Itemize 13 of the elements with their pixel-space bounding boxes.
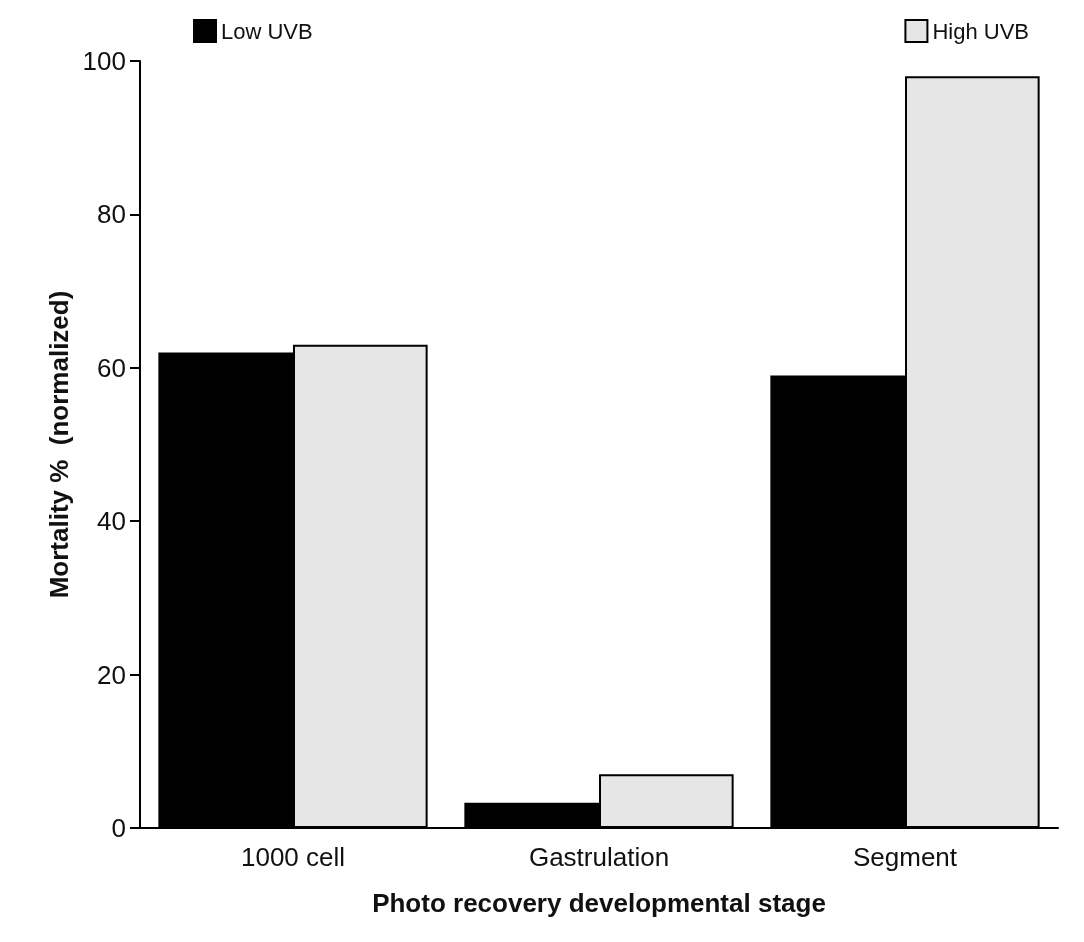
y-tick-label: 100: [82, 46, 126, 76]
y-tick-label: 80: [97, 199, 126, 230]
y-tick-label: 20: [97, 659, 126, 690]
y-tick-label: 60: [97, 352, 126, 383]
x-axis-title: Photo recovery developmental stage: [372, 888, 826, 918]
legend-label: Low UVB: [221, 18, 313, 44]
x-tick-label: Gastrulation: [528, 842, 670, 872]
y-axis-title: Mortality % (normalized): [43, 290, 74, 599]
x-tick-label: 1000 cell: [240, 842, 346, 872]
y-tick-label: 0: [111, 813, 126, 843]
x-tick-label: Segment: [852, 842, 958, 872]
y-tick-label: 40: [97, 506, 126, 537]
legend-label: High UVB: [932, 18, 1029, 44]
